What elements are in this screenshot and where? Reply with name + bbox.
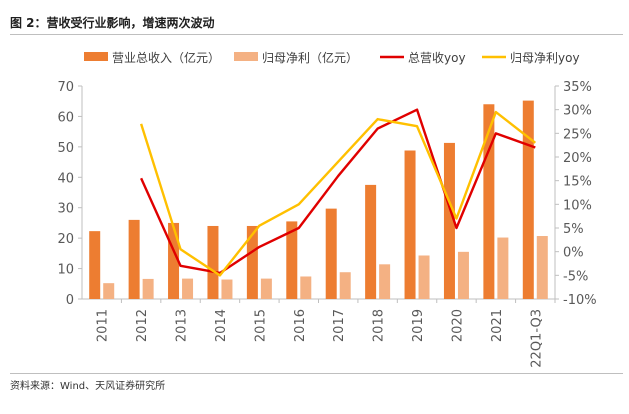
x-tick-label: 2019 xyxy=(411,309,426,342)
chart-lines xyxy=(139,108,537,277)
legend-swatch xyxy=(234,52,258,61)
figure-source: 资料来源：Wind、天风证券研究所 xyxy=(10,381,166,392)
y-tick-label-right: 20% xyxy=(563,151,592,166)
revenue-bar xyxy=(365,184,377,299)
y-tick-label-left: 20 xyxy=(57,232,74,247)
revenue-yoy-line xyxy=(140,108,536,275)
x-tick-label: 2017 xyxy=(332,309,347,342)
profit-yoy-line xyxy=(139,110,537,277)
profit-bar xyxy=(221,279,233,299)
y-tick-label-right: 25% xyxy=(563,127,592,142)
x-tick-label: 2015 xyxy=(253,309,268,342)
x-tick-label: 2020 xyxy=(450,309,465,342)
chart-bars xyxy=(89,100,548,299)
y-tick-label-left: 30 xyxy=(57,202,74,217)
y-tick-label-left: 0 xyxy=(66,293,74,308)
x-tick-label: 2021 xyxy=(490,309,505,342)
profit-bar xyxy=(339,272,351,299)
profit-bar xyxy=(300,276,312,299)
profit-bar xyxy=(457,251,469,299)
profit-bar xyxy=(536,236,548,299)
x-tick-label: 2014 xyxy=(214,309,229,342)
revenue-bar xyxy=(89,231,101,299)
profit-bar xyxy=(379,264,391,299)
revenue-bar xyxy=(325,208,337,299)
profit-bar xyxy=(142,278,154,299)
revenue-bar xyxy=(286,221,298,299)
x-tick-label: 2013 xyxy=(175,309,190,342)
x-tick-label: 2011 xyxy=(96,309,111,342)
revenue-bar xyxy=(522,100,534,299)
y-tick-label-right: 0% xyxy=(563,246,584,261)
chart-legend: 营业总收入（亿元） 归母净利（亿元） 总营收yoy 归母净利yoy xyxy=(84,50,580,65)
profit-bar xyxy=(497,237,509,299)
revenue-bar xyxy=(246,225,258,299)
legend-label: 归母净利yoy xyxy=(510,51,580,65)
revenue-bar xyxy=(443,142,455,299)
x-tick-label: 2016 xyxy=(293,309,308,342)
y-tick-label-right: -5% xyxy=(563,269,588,284)
y-tick-label-left: 60 xyxy=(57,110,74,125)
chart-ticks: 0 10 20 30 40 50 60 70 -10% -5% 0% 5% 10% 15% 20% 25% 30… xyxy=(57,80,596,368)
y-tick-label-right: 30% xyxy=(563,104,592,119)
profit-bar xyxy=(418,255,430,299)
legend-label: 总营收yoy xyxy=(408,51,466,65)
revenue-bar xyxy=(207,225,219,299)
x-tick-label: 2018 xyxy=(372,309,387,342)
source-rule xyxy=(10,373,623,374)
revenue-bar xyxy=(404,150,416,299)
y-tick-label-right: -10% xyxy=(563,293,597,308)
x-tick-label: 22Q1-Q3 xyxy=(529,309,544,368)
revenue-bar xyxy=(128,219,140,299)
profit-bar xyxy=(103,283,115,299)
y-tick-label-left: 70 xyxy=(57,80,74,95)
legend-label: 归母净利（亿元） xyxy=(262,50,358,65)
x-tick-label: 2012 xyxy=(135,309,150,342)
y-tick-label-right: 10% xyxy=(563,198,592,213)
title-rule xyxy=(10,34,623,35)
y-tick-label-left: 40 xyxy=(57,171,74,186)
figure-title: 图 2：营收受行业影响，增速两次波动 xyxy=(10,16,215,30)
revenue-bar xyxy=(483,104,495,299)
revenue-bar xyxy=(168,222,180,299)
y-tick-label-right: 35% xyxy=(563,80,592,95)
y-tick-label-right: 5% xyxy=(563,222,584,237)
y-tick-label-left: 50 xyxy=(57,141,74,156)
chart-axes xyxy=(78,85,559,303)
profit-bar xyxy=(182,278,194,299)
legend-swatch xyxy=(84,52,108,61)
y-tick-label-right: 15% xyxy=(563,175,592,190)
profit-bar xyxy=(260,278,272,299)
y-tick-label-left: 10 xyxy=(57,263,74,278)
legend-label: 营业总收入（亿元） xyxy=(112,50,220,65)
